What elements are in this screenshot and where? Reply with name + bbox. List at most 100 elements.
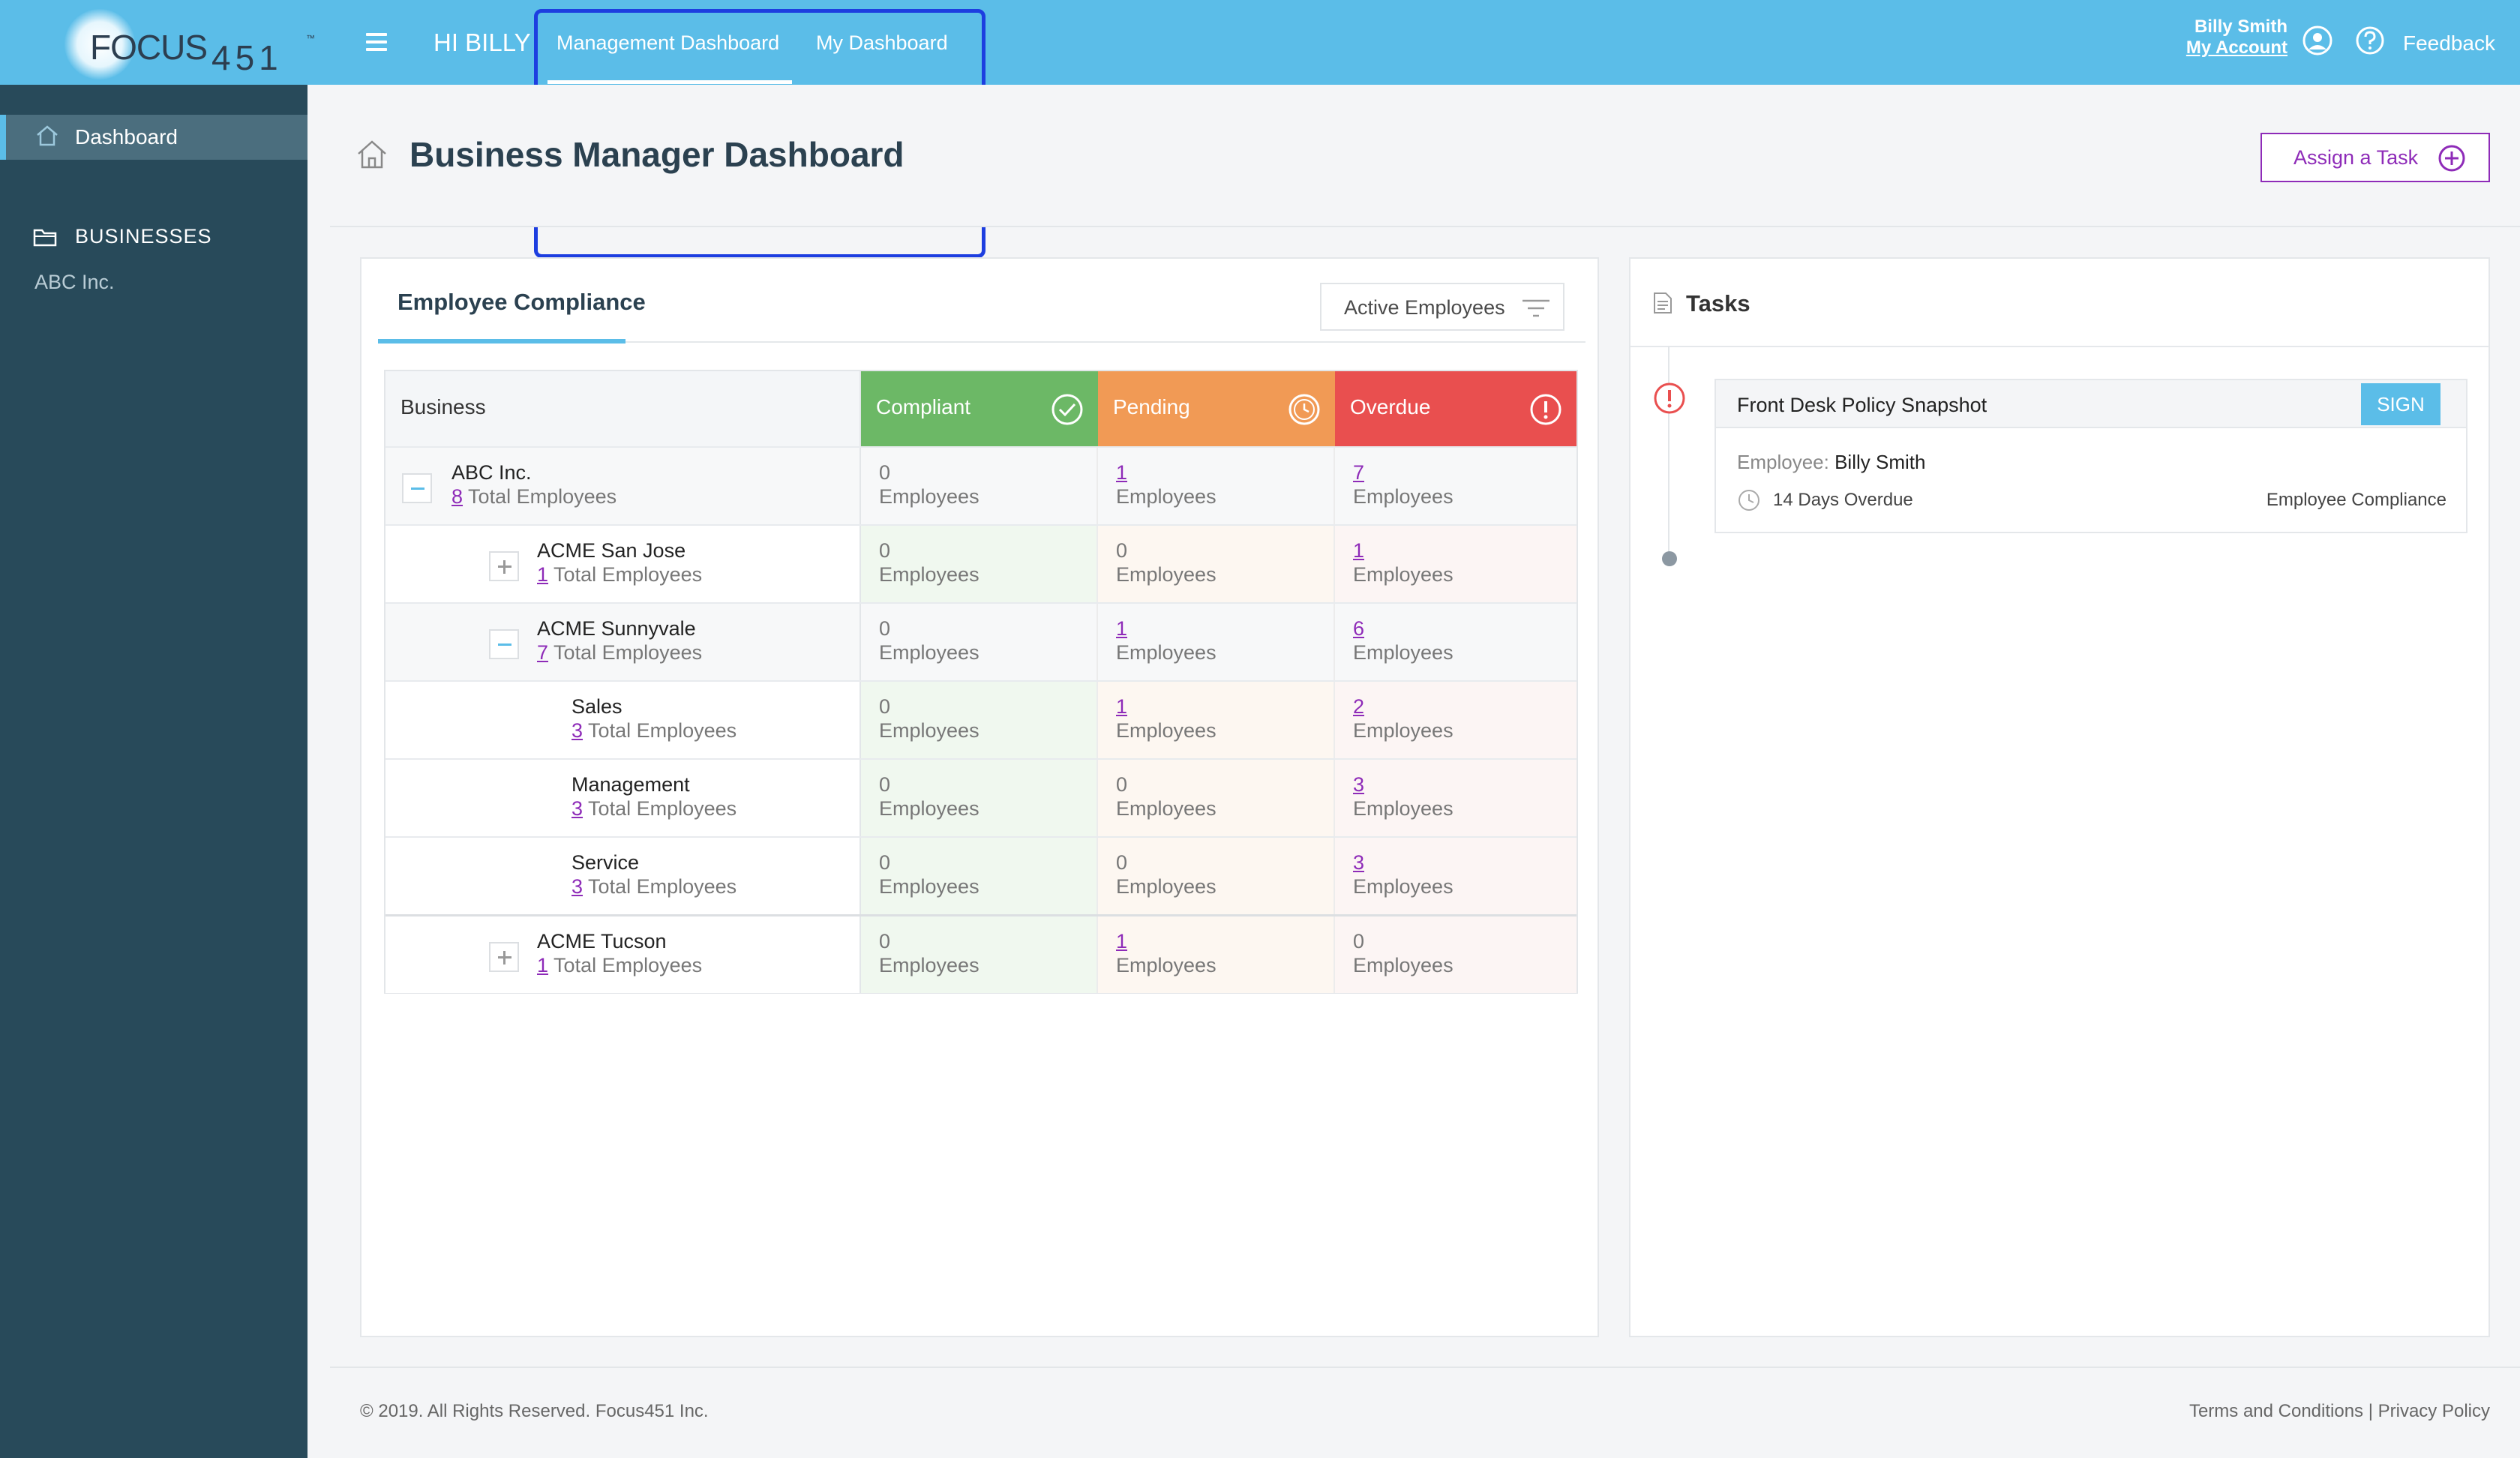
- business-cell: ABC Inc. 8 Total Employees: [386, 448, 861, 524]
- column-business: Business: [386, 371, 861, 446]
- table-header: Business Compliant Pending Overdue: [386, 371, 1576, 446]
- business-cell: Service 3 Total Employees: [386, 838, 861, 914]
- department-total: 3 Total Employees: [572, 719, 737, 742]
- home-icon: [358, 140, 386, 169]
- table-row: ACME San Jose 1 Total Employees 0 Employe…: [386, 524, 1576, 602]
- pending-cell: 0 Employees: [1098, 760, 1335, 836]
- collapse-button[interactable]: [489, 629, 519, 659]
- sign-button[interactable]: SIGN: [2361, 383, 2440, 425]
- table-row: ACME Sunnyvale 7 Total Employees 0 Employ…: [386, 602, 1576, 680]
- timeline-line: [1668, 346, 1670, 556]
- business-cell: ACME Tucson 1 Total Employees: [386, 916, 861, 993]
- business-cell: ACME Sunnyvale 7 Total Employees: [386, 604, 861, 680]
- overdue-count-link[interactable]: 3: [1353, 773, 1365, 796]
- department-name[interactable]: Management: [572, 773, 690, 796]
- businesses-heading: BUSINESSES: [75, 225, 212, 248]
- menu-icon[interactable]: [366, 33, 387, 51]
- sidebar: Dashboard BUSINESSES ABC Inc.: [0, 85, 308, 1458]
- pending-count-link[interactable]: 1: [1116, 930, 1128, 952]
- logo-text: FOCUS: [90, 28, 208, 67]
- filter-label: Active Employees: [1344, 296, 1505, 319]
- compliance-title[interactable]: Employee Compliance: [398, 289, 646, 315]
- user-name: Billy Smith: [2194, 16, 2288, 37]
- business-name[interactable]: ACME San Jose: [537, 539, 686, 562]
- overdue-count-link[interactable]: 2: [1353, 695, 1365, 718]
- task-name[interactable]: Front Desk Policy Snapshot: [1737, 394, 1988, 416]
- employee-filter-select[interactable]: Active Employees: [1320, 283, 1564, 331]
- plus-circle-icon: [2438, 145, 2465, 172]
- clock-icon: [1288, 394, 1320, 425]
- collapse-button[interactable]: [402, 473, 432, 503]
- account-icon[interactable]: [2302, 26, 2332, 56]
- pending-count-link[interactable]: 1: [1116, 461, 1128, 484]
- feedback-link[interactable]: Feedback: [2403, 32, 2495, 55]
- overdue-cell: 0 Employees: [1335, 916, 1576, 993]
- overdue-count-link[interactable]: 3: [1353, 851, 1365, 874]
- help-icon[interactable]: [2355, 26, 2385, 56]
- compliant-cell: 0 Employees: [861, 526, 1098, 602]
- overdue-cell: 3 Employees: [1335, 838, 1576, 914]
- employee-compliance-card: Employee Compliance Active Employees Bus…: [360, 257, 1599, 1337]
- user-block: Billy Smith My Account: [2182, 16, 2288, 58]
- business-name[interactable]: ABC Inc.: [452, 461, 532, 484]
- expand-button[interactable]: [489, 551, 519, 581]
- column-overdue: Overdue: [1335, 371, 1576, 446]
- assign-task-label: Assign a Task: [2294, 146, 2419, 169]
- compliant-cell: 0 Employees: [861, 682, 1098, 758]
- tab-my-dashboard[interactable]: My Dashboard: [816, 32, 948, 54]
- department-total: 3 Total Employees: [572, 797, 737, 820]
- footer-copyright: © 2019. All Rights Reserved. Focus451 In…: [360, 1401, 709, 1421]
- tasks-card: Tasks Front Desk Policy Snapshot SIGN Em…: [1629, 257, 2490, 1337]
- tab-management-dashboard[interactable]: Management Dashboard: [556, 32, 780, 54]
- table-row: Service 3 Total Employees 0 Employees 0 Em…: [386, 836, 1576, 914]
- check-circle-icon: [1052, 394, 1083, 425]
- pending-cell: 1 Employees: [1098, 682, 1335, 758]
- alert-circle-icon: [1654, 382, 1685, 414]
- business-name[interactable]: ACME Sunnyvale: [537, 617, 696, 640]
- focus451-logo[interactable]: FOCUS 451 ™: [64, 8, 315, 80]
- alert-circle-icon: [1530, 394, 1562, 425]
- compliant-cell: 0 Employees: [861, 838, 1098, 914]
- overdue-cell: 2 Employees: [1335, 682, 1576, 758]
- top-bar: FOCUS 451 ™ HI BILLY Management Dashboar…: [0, 0, 2520, 85]
- active-tab-indicator: [548, 80, 792, 84]
- assign-task-button[interactable]: Assign a Task: [2260, 133, 2490, 182]
- expand-button[interactable]: [489, 942, 519, 972]
- pending-cell: 1 Employees: [1098, 448, 1335, 524]
- task-employee: Employee: Billy Smith: [1737, 451, 1926, 473]
- business-cell: Sales 3 Total Employees: [386, 682, 861, 758]
- filter-icon: [1522, 299, 1550, 317]
- overdue-cell: 7 Employees: [1335, 448, 1576, 524]
- greeting: HI BILLY: [434, 28, 531, 56]
- pending-cell: 0 Employees: [1098, 838, 1335, 914]
- timeline-end-dot: [1662, 551, 1677, 566]
- folder-icon: [33, 229, 57, 247]
- pending-count-link[interactable]: 1: [1116, 617, 1128, 640]
- divider: [1630, 346, 2488, 347]
- task-category: Employee Compliance: [2266, 490, 2446, 510]
- task-header: Front Desk Policy Snapshot SIGN: [1716, 380, 2466, 428]
- overdue-count-link[interactable]: 6: [1353, 617, 1365, 640]
- tasks-title: Tasks: [1686, 290, 1750, 316]
- business-total: 1 Total Employees: [537, 563, 703, 586]
- footer-links[interactable]: Terms and Conditions | Privacy Policy: [2188, 1401, 2490, 1421]
- sidebar-item-label: Dashboard: [75, 125, 178, 148]
- sidebar-item-abc-inc[interactable]: ABC Inc.: [34, 271, 115, 293]
- divider: [378, 341, 1586, 343]
- business-total: 1 Total Employees: [537, 954, 703, 976]
- overdue-count-link[interactable]: 1: [1353, 539, 1365, 562]
- department-name[interactable]: Sales: [572, 695, 622, 718]
- page-header: Business Manager Dashboard Assign a Task: [330, 85, 2520, 227]
- sidebar-item-dashboard[interactable]: Dashboard: [0, 115, 308, 160]
- department-name[interactable]: Service: [572, 851, 640, 874]
- overdue-cell: 1 Employees: [1335, 526, 1576, 602]
- my-account-link[interactable]: My Account: [2186, 38, 2288, 58]
- table-row: ACME Tucson 1 Total Employees 0 Employees…: [386, 914, 1576, 993]
- compliant-cell: 0 Employees: [861, 916, 1098, 993]
- pending-count-link[interactable]: 1: [1116, 695, 1128, 718]
- overdue-count-link[interactable]: 7: [1353, 461, 1365, 484]
- business-name[interactable]: ACME Tucson: [537, 930, 667, 952]
- table-row: Management 3 Total Employees 0 Employees …: [386, 758, 1576, 836]
- compliant-cell: 0 Employees: [861, 604, 1098, 680]
